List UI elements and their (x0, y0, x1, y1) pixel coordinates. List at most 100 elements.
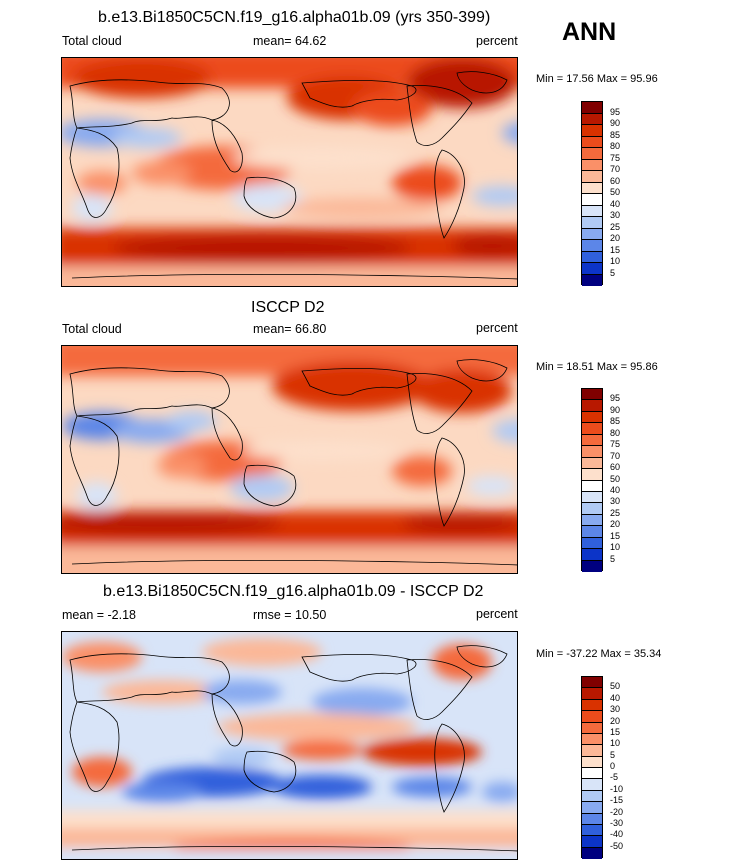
panel-title: ISCCP D2 (251, 299, 325, 316)
colorbar-swatch (582, 768, 602, 780)
colorbar-tick-label: -40 (610, 829, 624, 840)
colorbar-swatch (582, 537, 602, 550)
colorbar-swatch (582, 722, 602, 734)
colorbar-tick-label: 5 (610, 553, 616, 564)
colorbar-swatch (582, 836, 602, 848)
colorbar-tick-label: 10 (610, 256, 621, 266)
colorbar (581, 101, 603, 286)
colorbar-swatch (582, 136, 602, 148)
contour-map-model (61, 57, 518, 287)
colorbar-swatch (582, 205, 602, 217)
map-field (62, 58, 517, 286)
colorbar-tick-label: 90 (610, 118, 621, 128)
colorbar-swatch (582, 491, 602, 504)
panel-mean-label: mean= 66.80 (253, 322, 327, 336)
colorbar-swatch (582, 790, 602, 803)
colorbar-swatch (582, 113, 602, 125)
colorbar-swatch (582, 102, 602, 114)
colorbar-tick-label: 40 (610, 692, 621, 703)
colorbar-tick-label: 20 (610, 233, 621, 243)
colorbar-tick-label: 20 (610, 715, 621, 726)
colorbar-tick-label: 40 (610, 198, 621, 209)
map-field (62, 632, 517, 859)
colorbar-tick-label: 90 (610, 404, 621, 415)
colorbar-tick-label: 0 (610, 761, 616, 771)
colorbar-swatch (582, 217, 602, 229)
panel-rmse-label: rmse = 10.50 (253, 608, 327, 622)
colorbar-tick-label: 50 (610, 681, 621, 692)
colorbar-swatch (582, 824, 602, 837)
colorbar-swatch (582, 400, 602, 412)
colorbar-tick-label: 95 (610, 393, 621, 404)
panel-title: b.e13.Bi1850C5CN.f19_g16.alpha01b.09 (yr… (98, 9, 491, 26)
colorbar-tick-label: 85 (610, 416, 621, 427)
panel-mean-label: mean= 64.62 (253, 34, 327, 48)
colorbar-swatch (582, 756, 602, 768)
colorbar-swatch (582, 194, 602, 206)
colorbar-tick-label: 25 (610, 507, 621, 518)
colorbar-tick-label: 50 (610, 473, 621, 484)
colorbar-tick-label: 70 (610, 164, 621, 174)
colorbar-tick-label: 50 (610, 187, 621, 197)
colorbar-swatch (582, 514, 602, 527)
colorbar-swatch (582, 503, 602, 515)
colorbar-swatch (582, 560, 602, 572)
colorbar-swatch (582, 469, 602, 481)
colorbar-tick-label: 10 (610, 738, 621, 749)
colorbar-tick-label: 25 (610, 221, 621, 232)
coastlines (69, 645, 517, 852)
colorbar-swatch (582, 171, 602, 183)
colorbar-swatch (582, 457, 602, 470)
colorbar-tick-label: 70 (610, 450, 621, 461)
colorbar-tick-label: 75 (610, 439, 621, 450)
colorbar-tick-label: 60 (610, 462, 621, 473)
colorbar-tick-label: 30 (610, 704, 621, 715)
colorbar-tick-label: -5 (610, 772, 619, 783)
colorbar-swatch (582, 159, 602, 171)
colorbar-tick-label: 95 (610, 106, 621, 117)
colorbar (581, 388, 603, 572)
coastlines (69, 359, 517, 566)
colorbar-swatch (582, 182, 602, 194)
colorbar-swatch (582, 677, 602, 689)
season-label: ANN (562, 18, 617, 46)
colorbar-swatch (582, 263, 602, 275)
colorbar-swatch (582, 549, 602, 561)
minmax-label: Min = 18.51 Max = 95.86 (536, 361, 658, 373)
colorbar-tick-label: 10 (610, 542, 621, 553)
colorbar-swatch (582, 688, 602, 700)
colorbar-swatch (582, 526, 602, 538)
colorbar-tick-label: 40 (610, 484, 621, 495)
colorbar (581, 676, 603, 859)
contour-map-obs (61, 345, 518, 574)
colorbar-tick-label: 60 (610, 175, 621, 186)
colorbar-tick-label: 80 (610, 427, 621, 438)
contour-map-difference (61, 631, 518, 860)
panel-left-label: Total cloud (62, 322, 122, 336)
colorbar-swatch (582, 745, 602, 757)
colorbar-tick-label: 15 (610, 530, 621, 541)
colorbar-swatch (582, 125, 602, 137)
colorbar-tick-label: 75 (610, 152, 621, 163)
colorbar-swatch (582, 802, 602, 814)
colorbar-swatch (582, 446, 602, 458)
minmax-label: Min = -37.22 Max = 35.34 (536, 648, 662, 660)
colorbar-swatch (582, 813, 602, 825)
colorbar-tick-label: -10 (610, 783, 624, 794)
colorbar-tick-label: 30 (610, 496, 621, 507)
colorbar-swatch (582, 228, 602, 240)
colorbar-tick-label: 85 (610, 129, 621, 140)
colorbar-swatch (582, 251, 602, 263)
colorbar-tick-label: -20 (610, 806, 624, 817)
colorbar-tick-label: 15 (610, 726, 621, 737)
colorbar-swatch (582, 434, 602, 447)
colorbar-swatch (582, 847, 602, 859)
colorbar-tick-label: 80 (610, 141, 621, 151)
colorbar-swatch (582, 480, 602, 492)
colorbar-tick-label: 20 (610, 519, 621, 530)
colorbar-swatch (582, 274, 602, 286)
colorbar-swatch (582, 779, 602, 791)
colorbar-swatch (582, 423, 602, 435)
panel-units-label: percent (476, 34, 518, 48)
colorbar-swatch (582, 711, 602, 723)
